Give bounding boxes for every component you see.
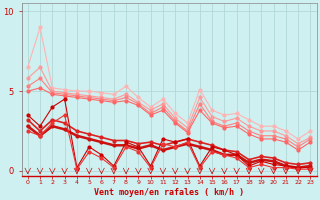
X-axis label: Vent moyen/en rafales ( km/h ): Vent moyen/en rafales ( km/h ): [94, 188, 244, 197]
